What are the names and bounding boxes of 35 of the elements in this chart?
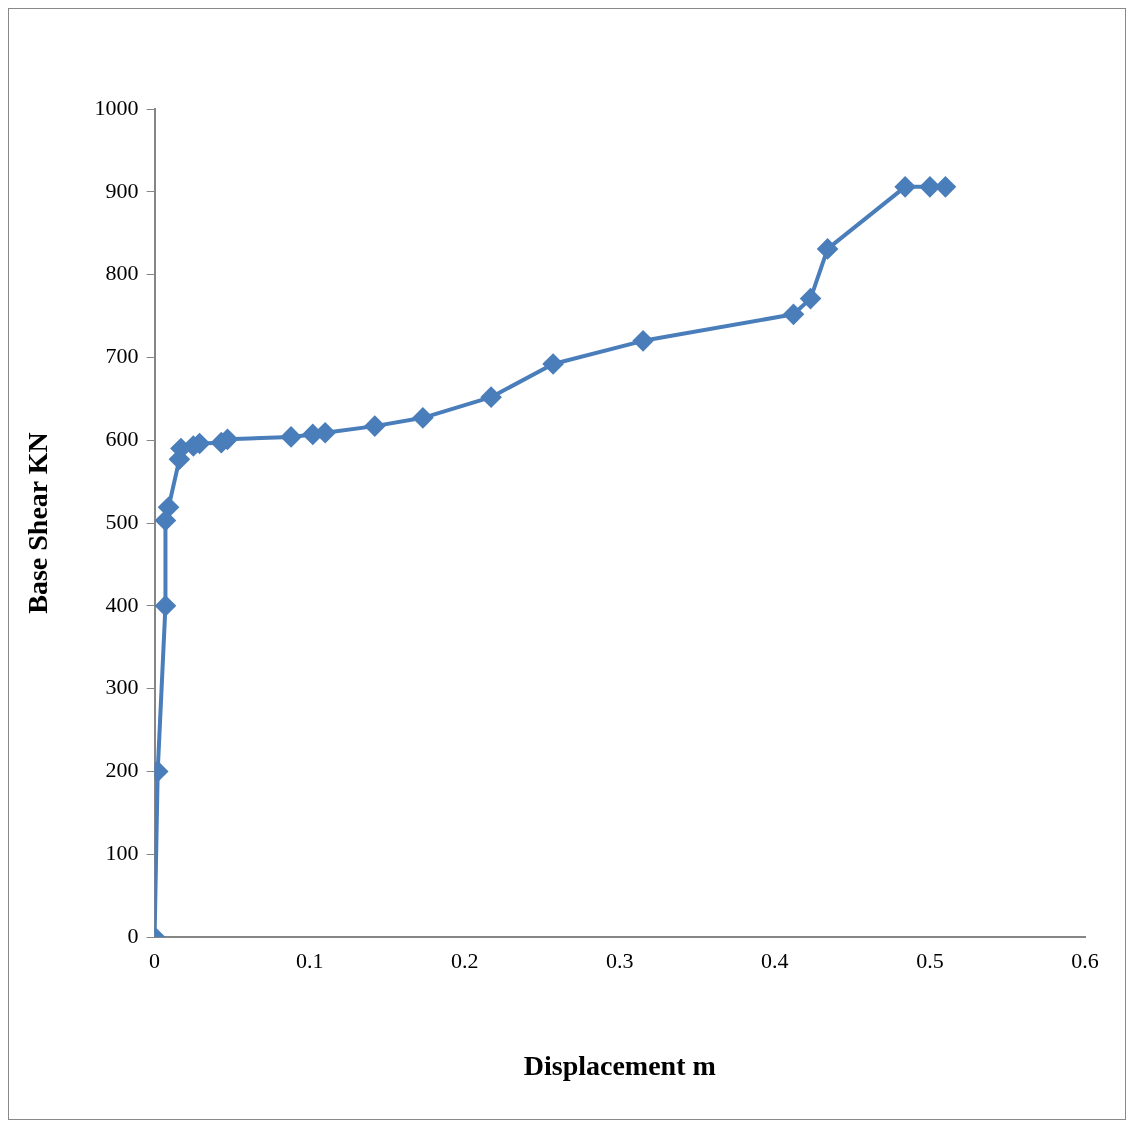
x-tick-label: 0.1 [295,947,324,973]
point [783,304,804,325]
y-tick-label: 600 [105,425,139,451]
point [481,387,502,408]
point [800,288,821,309]
y-tick-label: 100 [105,839,139,865]
point [817,238,838,259]
y-tick-label: 200 [105,757,139,783]
x-axis-title: Displacement m [523,1050,716,1082]
y-tick-label: 800 [105,260,139,286]
y-tick-label: 400 [105,591,139,617]
x-tick-label: 0.6 [1071,947,1099,973]
y-tick-label: 0 [127,922,139,948]
point [412,407,433,428]
point [935,176,956,197]
point [364,416,385,437]
point [633,330,654,351]
y-tick-label: 1000 [94,94,139,120]
y-tick-label: 900 [105,177,139,203]
point [158,497,179,518]
point [919,176,940,197]
x-tick-label: 0 [149,947,161,973]
y-axis-title: Base Shear KN [22,432,54,614]
point [543,354,564,375]
x-tick-label: 0.5 [916,947,944,973]
point [315,422,336,443]
x-tick-label: 0.3 [606,947,634,973]
x-tick-label: 0.2 [450,947,479,973]
point [155,595,176,616]
point [895,176,916,197]
y-tick-label: 500 [105,508,139,534]
y-tick-label: 700 [105,343,139,369]
y-tick-label: 300 [105,674,139,700]
point [281,426,302,447]
x-tick-label: 0.4 [761,947,789,973]
